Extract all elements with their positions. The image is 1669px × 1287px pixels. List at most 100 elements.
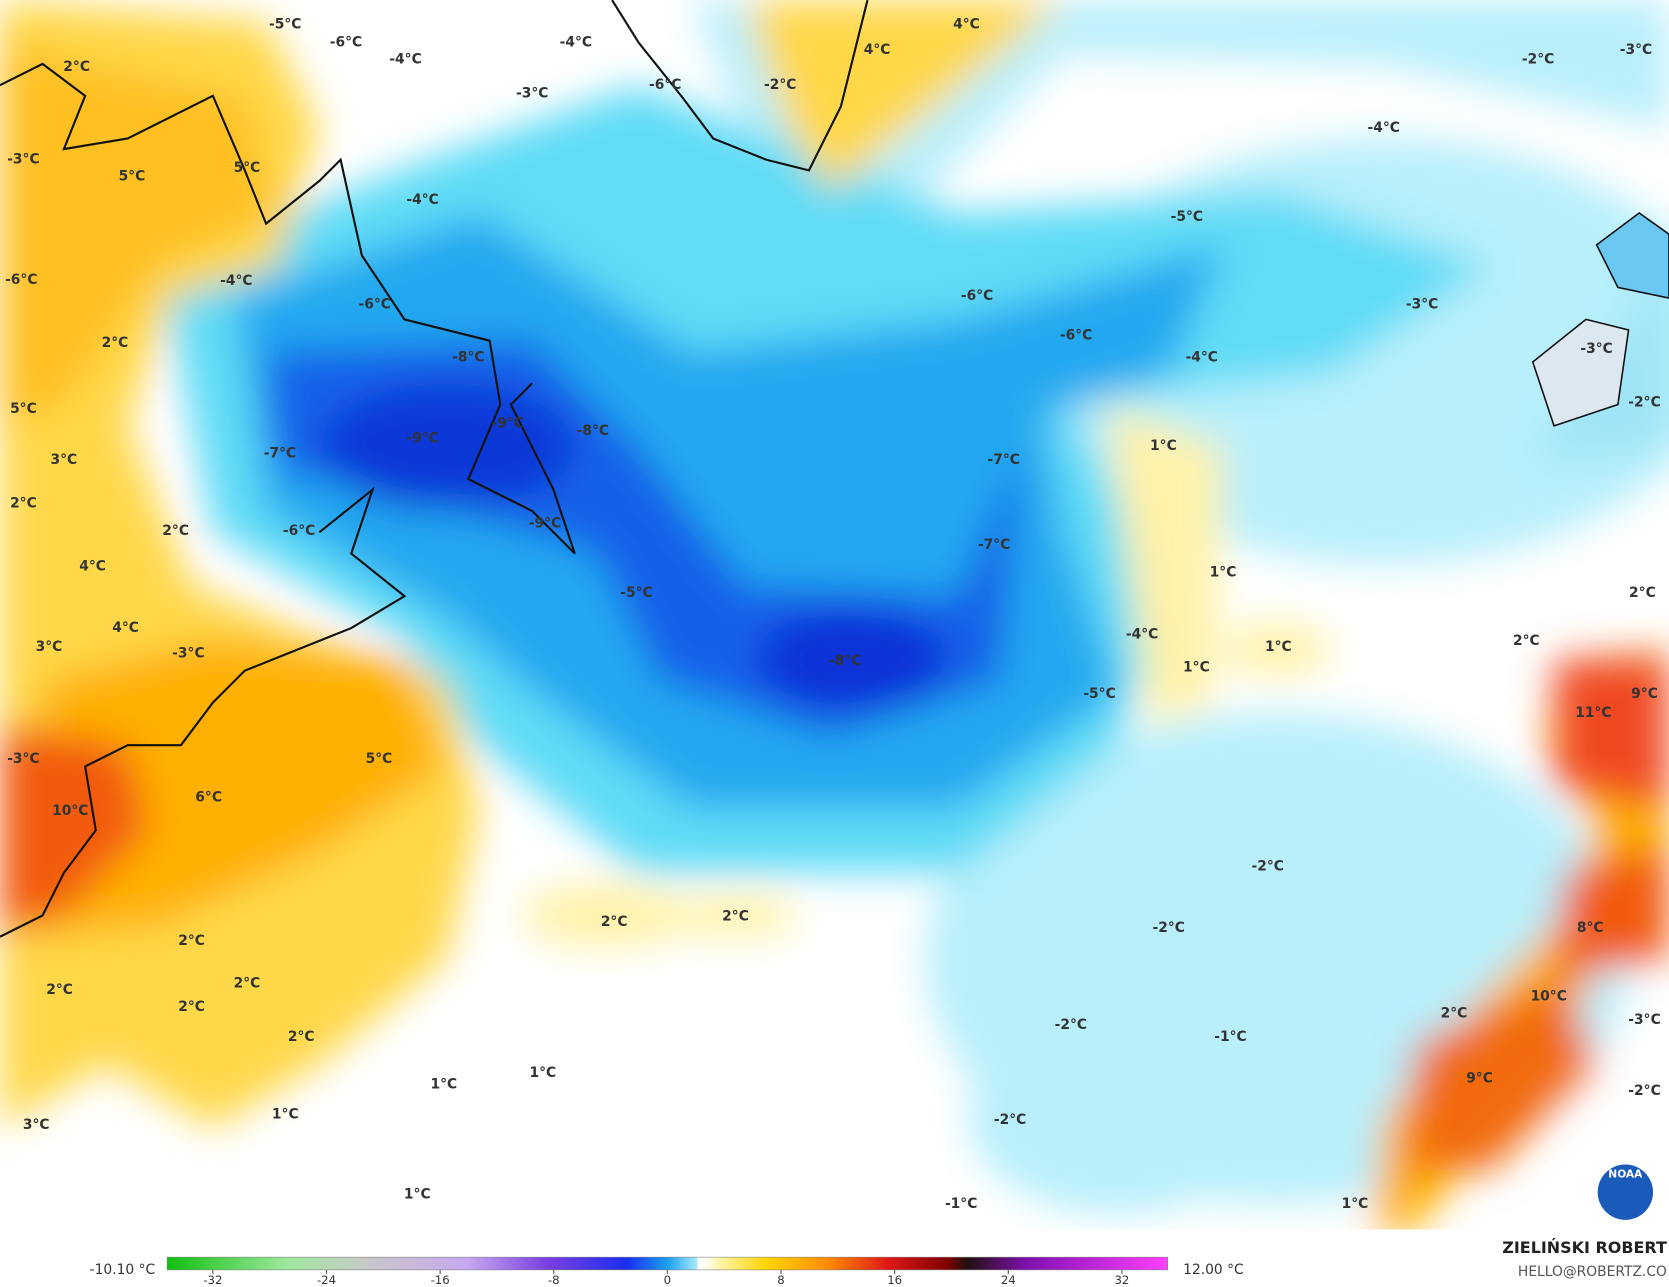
temperature-label: 4°C [112, 620, 139, 636]
temperature-label: -5°C [620, 585, 652, 601]
temperature-label: 5°C [234, 160, 261, 176]
temperature-label: 3°C [23, 1117, 50, 1133]
temperature-label: 5°C [10, 401, 37, 417]
temperature-label: 2°C [46, 982, 73, 998]
temperature-label: 1°C [431, 1077, 458, 1093]
temperature-label: 2°C [234, 976, 261, 992]
temperature-label: -9°C [529, 516, 561, 532]
temperature-label: -5°C [1171, 209, 1203, 225]
temperature-label: 2°C [178, 999, 205, 1015]
temperature-label: 3°C [51, 452, 78, 468]
temperature-label: -1°C [945, 1196, 977, 1212]
temperature-label: -5°C [269, 17, 301, 33]
temperature-label: 5°C [366, 751, 393, 767]
temperature-label: 2°C [601, 914, 628, 930]
temperature-label: 1°C [530, 1065, 557, 1081]
temperature-label: -6°C [961, 288, 993, 304]
temperature-label: -2°C [1628, 1083, 1660, 1099]
temperature-label: -9°C [406, 431, 438, 447]
colorbar-ticks: -32 -24 -16 -8 0 8 16 24 32 [203, 1269, 1129, 1287]
temperature-label: -6°C [1060, 327, 1092, 343]
temperature-label: -7°C [978, 537, 1010, 553]
temperature-label: -4°C [1186, 350, 1218, 366]
temperature-label: 4°C [79, 558, 106, 574]
temperature-label: -1°C [1214, 1029, 1246, 1045]
temperature-label: -2°C [1055, 1017, 1087, 1033]
colorbar-tick-label: 0 [664, 1273, 671, 1287]
temperature-label: -4°C [220, 273, 252, 289]
colorbar-tick-label: 16 [887, 1273, 902, 1287]
temperature-label: -6°C [5, 272, 37, 288]
temperature-label: -8°C [452, 350, 484, 366]
temperature-label: -2°C [1251, 858, 1283, 874]
temperature-label: -8°C [577, 423, 609, 439]
temperature-label: -6°C [330, 35, 362, 51]
temperature-label: -2°C [994, 1112, 1026, 1128]
temperature-label: 2°C [1629, 585, 1656, 601]
colorbar-tick-label: 32 [1114, 1273, 1129, 1287]
temperature-label: -3°C [172, 646, 204, 662]
temperature-label: -6°C [283, 523, 315, 539]
temperature-label: 5°C [119, 169, 146, 185]
temperature-label: -3°C [1620, 42, 1652, 58]
temperature-label: 1°C [1150, 438, 1177, 454]
temperature-label: 2°C [162, 523, 189, 539]
temperature-label: 1°C [1265, 639, 1292, 655]
temperature-label: -2°C [1522, 52, 1554, 68]
temperature-label: -4°C [560, 35, 592, 51]
temperature-label: 1°C [1210, 565, 1237, 581]
temperature-label: -9°C [492, 416, 524, 432]
temperature-label: -3°C [7, 751, 39, 767]
temperature-label: 6°C [195, 789, 222, 805]
temperature-label: 9°C [1466, 1070, 1493, 1086]
temperature-label: -2°C [764, 77, 796, 93]
temperature-label: -6°C [649, 77, 681, 93]
temperature-label: 8°C [1577, 920, 1604, 936]
temperature-label: 2°C [288, 1029, 315, 1045]
colorbar-tick-label: -16 [431, 1273, 450, 1287]
temperature-label: -3°C [1580, 341, 1612, 357]
temperature-label: -4°C [1368, 120, 1400, 136]
temperature-label: -2°C [1628, 394, 1660, 410]
temperature-label: -3°C [1628, 1012, 1660, 1028]
temperature-label: 1°C [272, 1107, 299, 1123]
temperature-label: -3°C [1406, 296, 1438, 312]
temperature-label: 2°C [1513, 633, 1540, 649]
temperature-label: 3°C [36, 639, 63, 655]
colorbar-tick-label: -32 [203, 1273, 222, 1287]
temperature-label: 10°C [1531, 988, 1567, 1004]
email: HELLO@ROBERTZ.CO [1518, 1264, 1667, 1280]
colorbar-tick-label: -24 [317, 1273, 336, 1287]
temperature-label: 2°C [63, 59, 90, 75]
temperature-label: -4°C [406, 192, 438, 208]
temperature-label: 4°C [864, 42, 891, 58]
temperature-label: 10°C [52, 803, 88, 819]
temperature-label: -7°C [264, 446, 296, 462]
temperature-label: -3°C [7, 152, 39, 168]
logo-circle [1597, 1164, 1654, 1220]
colorbar-tick-label: 8 [777, 1273, 784, 1287]
temperature-label: -5°C [1083, 686, 1115, 702]
temperature-label: -2°C [1153, 920, 1185, 936]
colorbar-min-label: -10.10 °C [90, 1262, 156, 1278]
temperature-label: 2°C [722, 909, 749, 925]
logo-text: NOAA [1608, 1167, 1643, 1180]
temperature-label: -3°C [516, 86, 548, 102]
temperature-label: 11°C [1575, 705, 1611, 721]
temperature-label: 2°C [10, 496, 37, 512]
temperature-label: 1°C [404, 1186, 431, 1202]
temperature-label: -4°C [1126, 626, 1158, 642]
temperature-label: -8°C [829, 653, 861, 669]
colorbar [166, 1256, 1168, 1271]
colorbar-tick-label: -8 [548, 1273, 560, 1287]
temperature-label: -6°C [358, 296, 390, 312]
colorbar-tick-label: 24 [1001, 1273, 1016, 1287]
temperature-label: 4°C [953, 17, 980, 33]
temperature-label: 2°C [178, 933, 205, 949]
temperature-label: 2°C [102, 335, 129, 351]
temperature-label: 9°C [1631, 686, 1658, 702]
temperature-label: -4°C [389, 52, 421, 68]
map-field: NOAA -5°C -6°C -4°C -4°C 2°C -3°C -6°C -2°C 4°C 4… [0, 0, 1669, 1230]
